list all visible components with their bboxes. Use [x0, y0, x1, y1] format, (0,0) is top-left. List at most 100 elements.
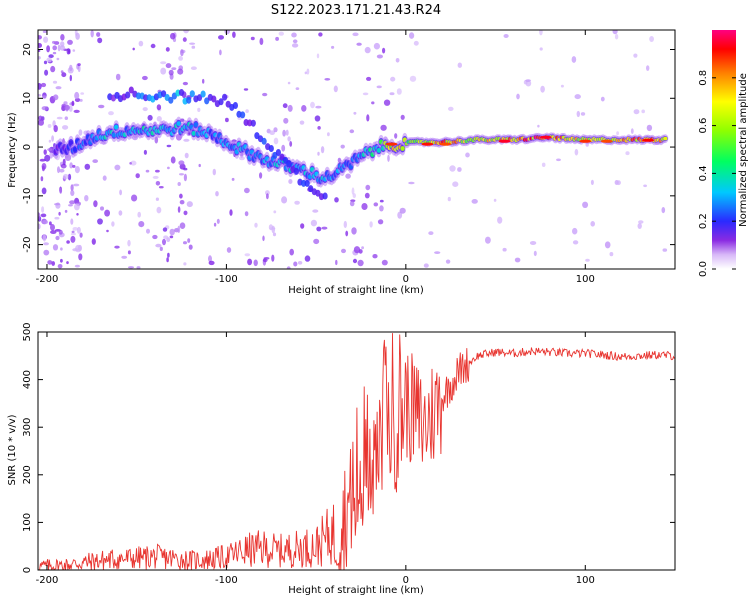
secondary-blob: [204, 97, 210, 105]
speckle-blob: [345, 173, 351, 179]
spectrogram-heatmap: [38, 30, 669, 269]
speckle-blob: [168, 69, 174, 76]
speckle-blob: [215, 191, 219, 197]
secondary-blob: [218, 98, 224, 106]
speckle-blob: [397, 211, 403, 219]
speckle-blob: [253, 259, 258, 267]
speckle-blob: [376, 54, 383, 59]
secondary-blob: [261, 137, 267, 145]
speckle-blob: [43, 242, 49, 246]
secondary-blob: [178, 89, 185, 96]
secondary-blob: [315, 189, 321, 197]
speckle-blob: [612, 30, 618, 35]
spectrogram-ylabel: Frequency (Hz): [7, 112, 18, 188]
speckle-blob: [590, 221, 595, 227]
y-tick-label: 100: [22, 513, 33, 532]
speckle-blob: [331, 45, 335, 49]
speckle-blob: [262, 235, 265, 242]
speckle-blob: [197, 107, 201, 112]
speckle-blob: [51, 135, 54, 142]
speckle-blob: [171, 67, 177, 70]
speckle-blob: [371, 101, 375, 105]
speckle-blob: [313, 238, 320, 245]
speckle-blob: [366, 76, 372, 81]
speckle-blob: [48, 54, 54, 59]
speckle-blob: [69, 74, 73, 82]
speckle-blob: [159, 246, 163, 251]
speckle-blob: [273, 127, 278, 133]
speckle-blob: [177, 68, 184, 75]
speckle-blob: [243, 88, 249, 91]
speckle-blob: [93, 200, 98, 208]
x-tick-label: 0: [403, 274, 409, 285]
speckle-blob: [232, 31, 236, 38]
speckle-blob: [38, 223, 41, 230]
speckle-blob: [399, 207, 406, 214]
speckle-blob: [50, 65, 56, 73]
speckle-blob: [250, 36, 255, 41]
speckle-blob: [57, 166, 60, 174]
speckle-blob: [84, 195, 89, 202]
speckle-blob: [282, 129, 286, 137]
speckle-blob: [202, 78, 205, 84]
speckle-blob: [50, 224, 55, 231]
speckle-blob: [183, 210, 188, 216]
ridge-core: [400, 146, 405, 151]
speckle-blob: [48, 139, 52, 143]
ridge-hotspot: [421, 142, 434, 146]
speckle-blob: [160, 67, 167, 75]
speckle-blob: [633, 109, 640, 115]
speckle-blob: [448, 106, 454, 111]
speckle-blob: [485, 236, 491, 244]
speckle-blob: [387, 154, 390, 162]
speckle-blob: [316, 53, 320, 59]
speckle-blob: [166, 144, 172, 148]
speckle-blob: [71, 100, 75, 107]
speckle-blob: [272, 232, 277, 237]
ridge-hotspot: [439, 142, 452, 146]
speckle-blob: [74, 203, 80, 211]
speckle-blob: [428, 231, 434, 236]
speckle-blob: [218, 35, 224, 40]
speckle-blob: [129, 162, 132, 165]
speckle-blob: [493, 198, 497, 202]
colorbar-tick-label: 0.6: [698, 118, 709, 134]
speckle-blob: [127, 266, 135, 269]
speckle-blob: [170, 156, 176, 164]
speckle-blob: [127, 239, 131, 247]
speckle-blob: [38, 119, 44, 126]
speckle-blob: [373, 42, 380, 50]
x-tick-label: -200: [36, 575, 59, 586]
secondary-blob: [186, 96, 192, 104]
snr-series-line: [38, 333, 675, 570]
speckle-blob: [179, 222, 186, 229]
speckle-blob: [271, 254, 275, 262]
secondary-blob: [240, 111, 246, 119]
speckle-blob: [304, 71, 307, 75]
colorbar-label: Normalized spectral amplitude: [738, 73, 749, 227]
speckle-blob: [292, 39, 298, 44]
speckle-blob: [541, 162, 546, 167]
speckle-blob: [580, 112, 586, 116]
speckle-blob: [447, 196, 451, 202]
speckle-blob: [345, 230, 349, 237]
speckle-blob: [275, 36, 279, 41]
speckle-blob: [79, 232, 83, 238]
speckle-blob: [40, 213, 47, 218]
speckle-blob: [351, 227, 357, 235]
speckle-blob: [271, 225, 276, 234]
speckle-blob: [502, 247, 507, 252]
speckle-blob: [390, 76, 396, 82]
speckle-blob: [413, 40, 419, 46]
ridge-hotspot: [498, 139, 511, 143]
speckle-blob: [352, 32, 359, 37]
speckle-blob: [244, 253, 251, 257]
speckle-blob: [396, 88, 402, 95]
speckle-blob: [69, 162, 73, 169]
speckle-blob: [364, 46, 371, 54]
speckle-blob: [497, 216, 503, 224]
secondary-blob: [322, 192, 328, 200]
speckle-blob: [44, 154, 51, 162]
speckle-blob: [188, 244, 193, 250]
speckle-blob: [38, 115, 43, 121]
